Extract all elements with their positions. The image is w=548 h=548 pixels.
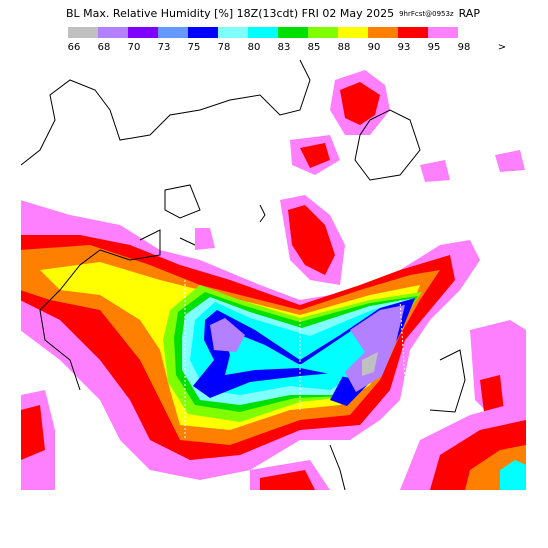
model: RAP <box>459 7 481 20</box>
color-swatch <box>218 27 248 38</box>
colorbar-more: > <box>498 42 506 53</box>
colorbar-label: 83 <box>278 42 291 53</box>
colorbar-label: 78 <box>218 42 231 53</box>
color-swatch <box>128 27 158 38</box>
colorbar: 66 68 70 73 75 78 80 83 85 88 90 93 95 98 > <box>68 27 506 53</box>
color-swatch <box>398 27 428 38</box>
color-swatch <box>248 27 278 38</box>
colorbar-label: 75 <box>188 42 201 53</box>
color-swatch <box>278 27 308 38</box>
colorbar-label: 68 <box>98 42 111 53</box>
color-swatch <box>158 27 188 38</box>
color-swatch <box>308 27 338 38</box>
color-swatch <box>98 27 128 38</box>
colorbar-label: 98 <box>458 42 471 53</box>
colorbar-label: 70 <box>128 42 141 53</box>
colorbar-label: 90 <box>368 42 381 53</box>
colorbar-label: 95 <box>428 42 441 53</box>
title: BL Max. Relative Humidity [%] 18Z(13cdt)… <box>66 7 394 20</box>
color-swatch <box>368 27 398 38</box>
colorbar-label: 93 <box>398 42 411 53</box>
map-lines <box>21 59 466 490</box>
colorbar-label: 85 <box>308 42 321 53</box>
humidity-field <box>21 70 526 490</box>
color-swatch <box>338 27 368 38</box>
colorbar-label: 73 <box>158 42 171 53</box>
colorbar-label: 88 <box>338 42 351 53</box>
colorbar-label: 66 <box>68 42 81 53</box>
colorbar-label: 80 <box>248 42 261 53</box>
color-swatch <box>428 27 458 38</box>
color-swatch <box>68 27 98 38</box>
forecast: 9hrFcst@0953z <box>399 10 454 18</box>
color-swatch <box>188 27 218 38</box>
